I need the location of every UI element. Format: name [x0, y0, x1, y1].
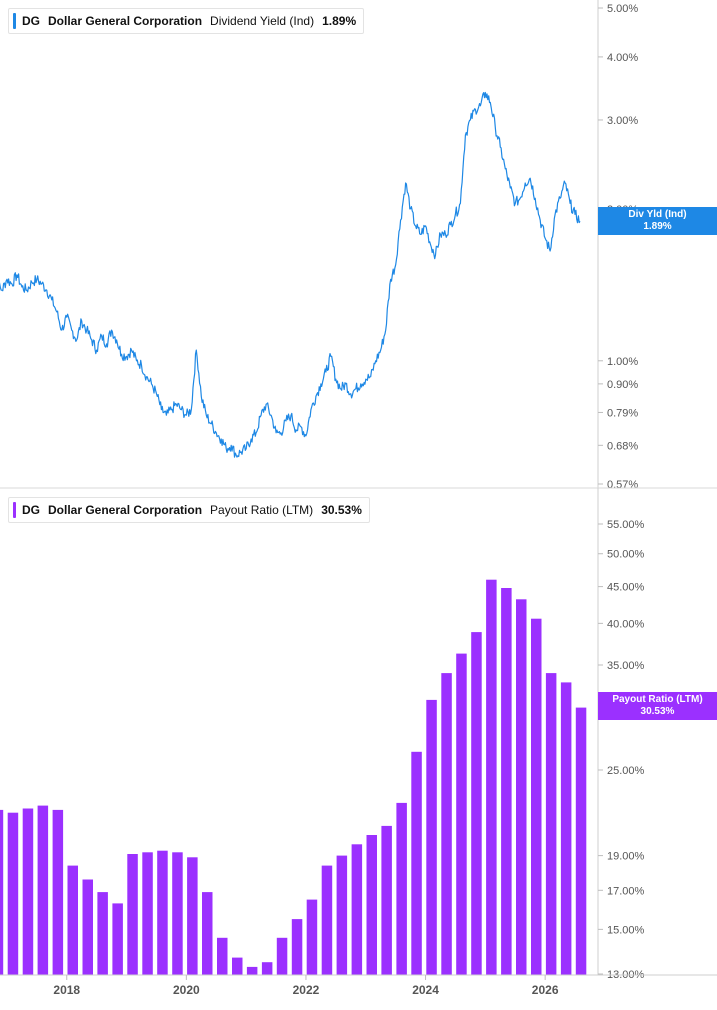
payout-ratio-bar — [426, 700, 437, 975]
legend-ticker: DG — [22, 14, 40, 28]
tag-value: 1.89% — [598, 221, 717, 233]
y-tick-label: 4.00% — [607, 52, 638, 64]
payout-ratio-bar — [68, 866, 79, 975]
y-tick-label: 3.00% — [607, 115, 638, 127]
y-tick-label: 45.00% — [607, 582, 645, 594]
y-tick-label: 0.57% — [607, 479, 638, 491]
payout-ratio-bar — [127, 854, 138, 975]
legend-metric: Dividend Yield (Ind) — [210, 14, 314, 28]
payout-ratio-value-tag: Payout Ratio (LTM) 30.53% — [598, 692, 717, 720]
payout-ratio-bar — [262, 962, 273, 975]
legend-company: Dollar General Corporation — [48, 14, 202, 28]
payout-ratio-bar — [172, 852, 183, 975]
tag-label: Payout Ratio (LTM) — [598, 694, 717, 706]
x-tick-label: 2024 — [412, 983, 439, 997]
y-tick-label: 40.00% — [607, 618, 645, 630]
payout-ratio-bar — [471, 632, 482, 975]
legend-company: Dollar General Corporation — [48, 503, 202, 517]
dividend-yield-value-tag: Div Yld (Ind) 1.89% — [598, 207, 717, 235]
payout-ratio-bar — [83, 880, 94, 976]
payout-ratio-bar — [576, 708, 587, 975]
payout-ratio-bar — [217, 938, 228, 975]
x-tick-label: 2026 — [532, 983, 559, 997]
payout-ratio-bar — [441, 673, 452, 975]
payout-ratio-bar — [486, 580, 497, 975]
payout-ratio-bar — [411, 752, 422, 975]
dividend-yield-series-line — [0, 93, 580, 458]
payout-ratio-bar — [8, 813, 19, 975]
y-tick-label: 0.90% — [607, 379, 638, 391]
payout-ratio-bar — [337, 856, 348, 975]
dividend-yield-legend: DG Dollar General Corporation Dividend Y… — [8, 8, 364, 34]
payout-ratio-bar — [307, 900, 318, 975]
payout-ratio-bar — [247, 967, 258, 975]
payout-ratio-bar — [112, 903, 123, 975]
y-tick-label: 35.00% — [607, 660, 645, 672]
payout-ratio-bar — [97, 892, 108, 975]
payout-ratio-bar — [53, 810, 64, 975]
legend-current-value: 30.53% — [321, 503, 362, 517]
payout-ratio-legend: DG Dollar General Corporation Payout Rat… — [8, 497, 370, 523]
y-tick-label: 55.00% — [607, 519, 645, 531]
payout-ratio-bar — [367, 835, 378, 975]
legend-color-swatch — [13, 502, 16, 518]
x-tick-label: 2020 — [173, 983, 200, 997]
y-tick-label: 15.00% — [607, 924, 645, 936]
payout-ratio-bar — [38, 806, 49, 975]
x-tick-label: 2018 — [53, 983, 80, 997]
y-tick-label: 25.00% — [607, 765, 645, 777]
payout-ratio-bar — [531, 619, 542, 975]
legend-color-swatch — [13, 13, 16, 29]
payout-ratio-bar — [456, 654, 467, 975]
payout-ratio-bar — [142, 852, 153, 975]
y-tick-label: 0.79% — [607, 407, 638, 419]
payout-ratio-bar — [277, 938, 288, 975]
payout-ratio-bar — [187, 857, 198, 975]
payout-ratio-bar — [232, 958, 243, 975]
payout-ratio-bar — [322, 866, 333, 975]
payout-ratio-bar — [0, 810, 3, 975]
y-tick-label: 17.00% — [607, 885, 645, 897]
tag-value: 30.53% — [598, 706, 717, 718]
payout-ratio-bar — [352, 844, 363, 975]
payout-ratio-bar — [561, 682, 572, 975]
y-tick-label: 1.00% — [607, 356, 638, 368]
y-tick-label: 5.00% — [607, 3, 638, 15]
legend-current-value: 1.89% — [322, 14, 356, 28]
payout-ratio-bar — [292, 919, 303, 975]
legend-metric: Payout Ratio (LTM) — [210, 503, 313, 517]
payout-ratio-bar — [546, 673, 557, 975]
y-tick-label: 50.00% — [607, 549, 645, 561]
y-tick-label: 0.68% — [607, 440, 638, 452]
payout-ratio-bar — [157, 851, 168, 975]
payout-ratio-bar — [23, 809, 34, 976]
tag-label: Div Yld (Ind) — [598, 209, 717, 221]
x-tick-label: 2022 — [293, 983, 320, 997]
y-tick-label: 19.00% — [607, 851, 645, 863]
payout-ratio-bar — [516, 599, 527, 975]
payout-ratio-bar — [501, 588, 512, 975]
payout-ratio-bar — [381, 826, 392, 975]
legend-ticker: DG — [22, 503, 40, 517]
payout-ratio-bar — [396, 803, 407, 975]
payout-ratio-bar — [202, 892, 213, 975]
